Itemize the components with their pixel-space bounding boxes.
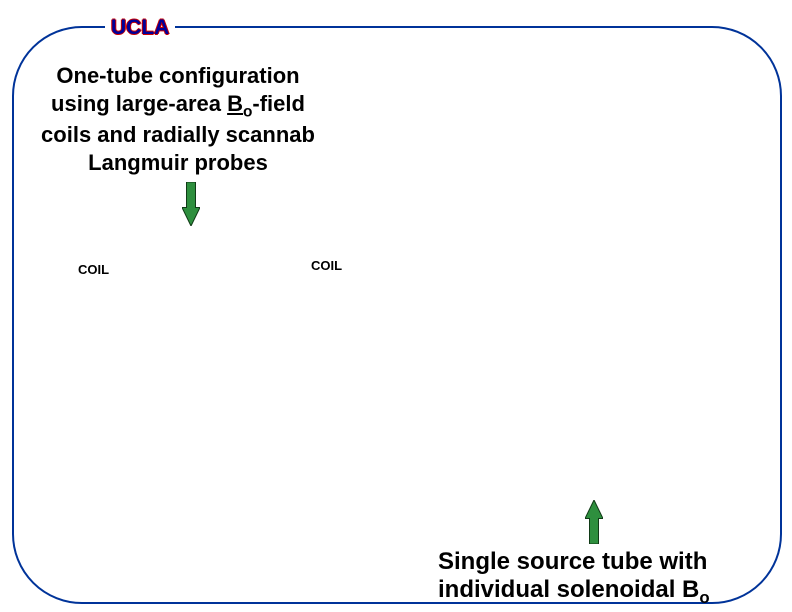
heading-line2-post: -field (252, 91, 305, 116)
arrow-down-icon (182, 182, 200, 226)
ucla-label: UCLA (105, 16, 175, 40)
coil-label-right: COIL (311, 258, 342, 273)
footer-line2-pre: individual solenoidal B (438, 576, 699, 603)
footer-block: Single source tube with individual solen… (438, 548, 710, 607)
coil-label-left: COIL (78, 262, 109, 277)
heading-block: One-tube configuration using large-area … (0, 62, 356, 176)
heading-line4: Langmuir probes (88, 150, 268, 175)
ucla-text: UCLA (111, 16, 169, 39)
heading-line1: One-tube configuration (56, 63, 299, 88)
footer-line1: Single source tube with (438, 548, 707, 575)
heading-line2-pre: using large-area (51, 91, 227, 116)
footer-line2-sub: o (699, 587, 709, 606)
heading-line2-sub: o (243, 103, 252, 120)
heading-line2-B: B (227, 91, 243, 116)
coil-left-text: COIL (78, 262, 109, 277)
arrow-up-icon (585, 500, 603, 544)
heading-line3: coils and radially scannab (41, 122, 315, 147)
coil-right-text: COIL (311, 258, 342, 273)
